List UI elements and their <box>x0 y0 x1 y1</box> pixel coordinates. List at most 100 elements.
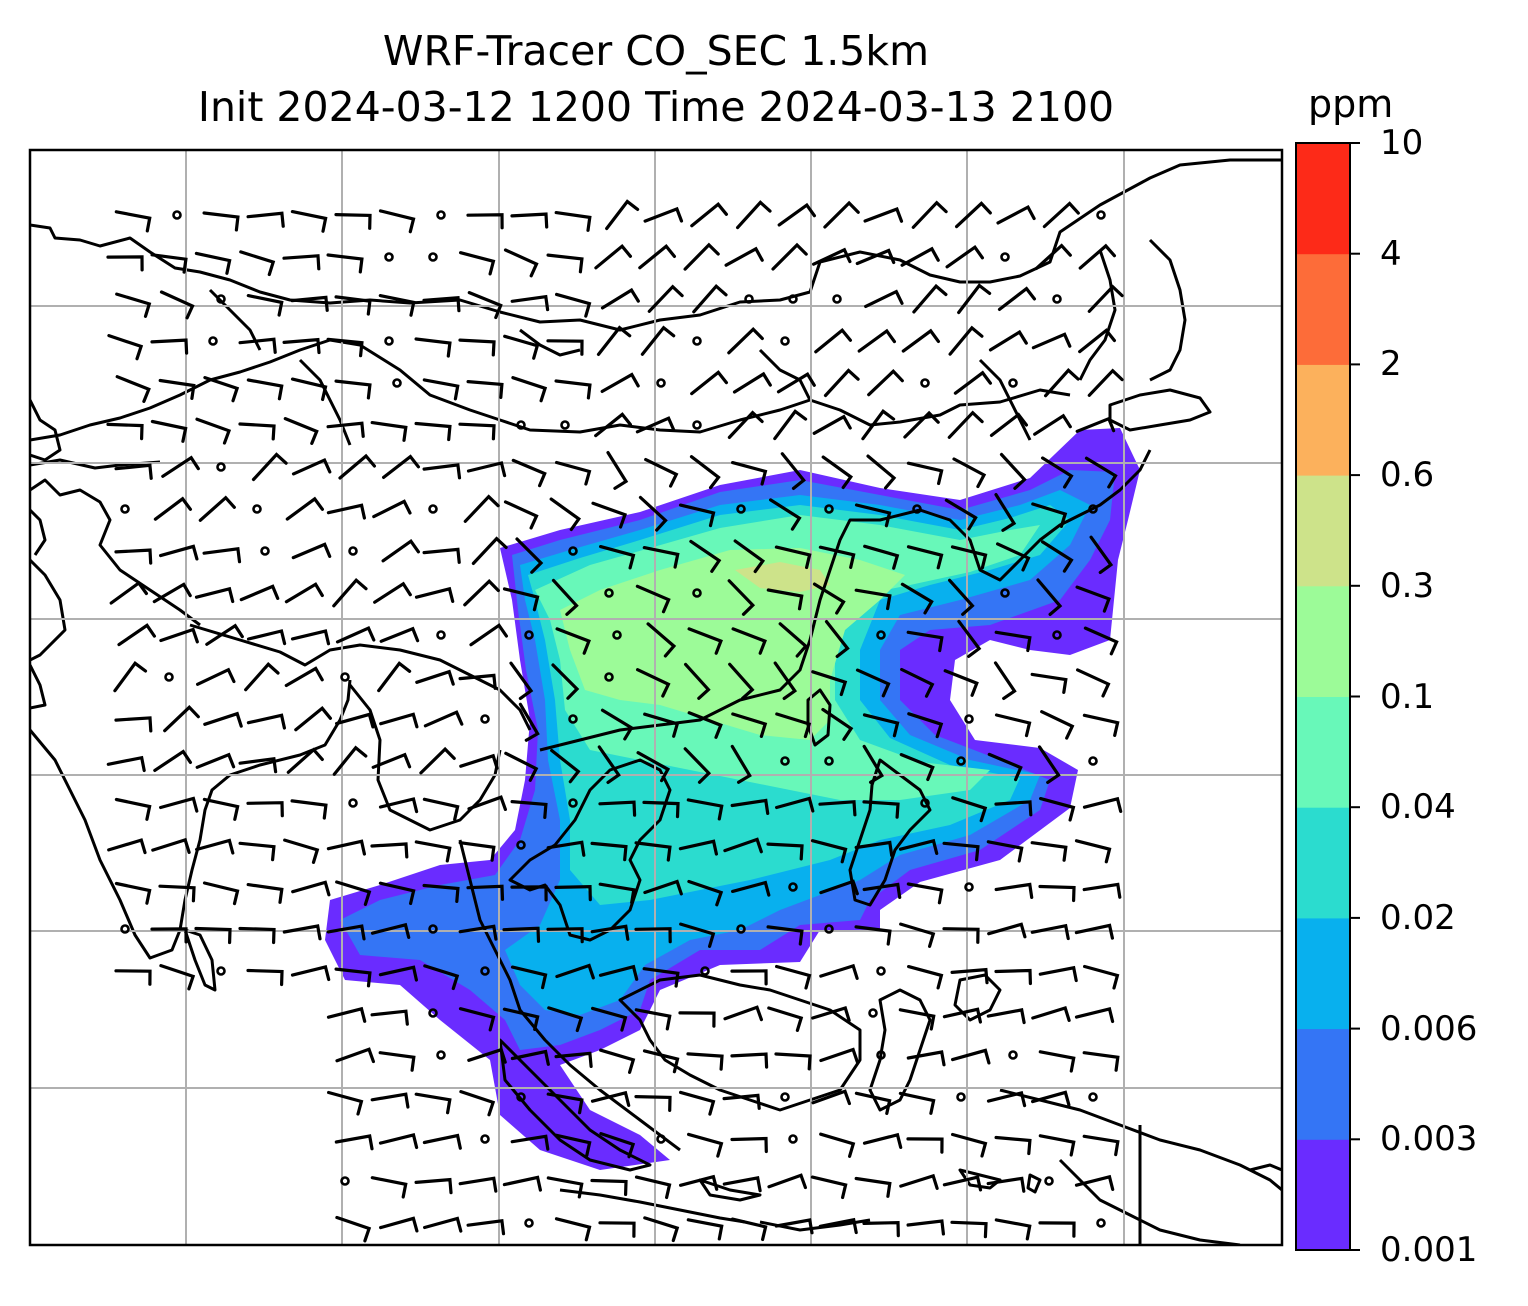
calm-wind-marker <box>1000 252 1010 262</box>
wind-barb <box>736 200 772 230</box>
wind-barb <box>458 1007 496 1032</box>
wind-barb <box>957 283 992 315</box>
calm-wind-marker <box>568 798 578 808</box>
wind-barb <box>238 926 276 945</box>
wind-barb <box>1074 923 1114 940</box>
wind-barb <box>643 879 683 896</box>
calm-wind-marker <box>216 966 226 976</box>
calm-wind-marker <box>1044 1176 1054 1186</box>
coastlines <box>30 158 1282 1245</box>
wind-barb <box>854 1176 892 1198</box>
colorbar-tick-label: 0.1 <box>1380 676 1435 717</box>
wind-barb <box>777 202 816 227</box>
wind-barb <box>332 577 368 608</box>
calm-wind-marker <box>524 630 534 640</box>
wind-barb <box>634 1175 672 1200</box>
wind-barb <box>689 455 721 490</box>
wind-barb <box>810 839 848 864</box>
wind-barb <box>599 1132 636 1159</box>
wind-barb <box>202 547 242 564</box>
calm-wind-marker <box>1088 504 1098 514</box>
wind-barb <box>906 1219 945 1236</box>
wind-barb <box>467 1047 507 1064</box>
wind-barb <box>955 201 992 229</box>
wind-barb <box>246 211 285 228</box>
wind-barb <box>811 1006 851 1022</box>
calm-wind-marker <box>480 714 490 724</box>
calm-wind-marker <box>956 756 966 766</box>
wind-barb <box>239 250 276 277</box>
wind-barb <box>515 537 544 574</box>
wind-barb <box>282 337 321 355</box>
coastline-segment <box>1108 388 1212 432</box>
wind-barb <box>951 796 988 823</box>
wind-barb <box>643 206 684 223</box>
wind-barb <box>163 705 200 733</box>
wind-barb <box>1040 710 1075 740</box>
wind-barb <box>767 1006 804 1032</box>
wind-barb <box>555 292 592 318</box>
calm-wind-marker <box>428 504 438 514</box>
wind-barb <box>687 1132 724 1158</box>
wind-barb <box>812 414 852 435</box>
wind-barb <box>291 542 332 560</box>
wind-barb <box>598 964 639 981</box>
colorbar-segment <box>1296 364 1350 476</box>
wind-barb <box>467 291 503 320</box>
wind-barb <box>290 295 329 312</box>
wind-barb <box>861 409 896 441</box>
calm-wind-marker <box>1096 1218 1106 1228</box>
wind-barb <box>730 744 752 784</box>
wind-barb <box>1038 965 1078 983</box>
wind-barb <box>690 370 728 396</box>
wind-barb <box>378 1051 416 1072</box>
wind-barb <box>290 377 328 402</box>
wind-barb <box>327 1090 364 1116</box>
wind-barb <box>502 1175 542 1192</box>
wind-barb <box>510 885 548 902</box>
wind-barb <box>1031 502 1068 528</box>
wind-barb <box>1082 1051 1120 1072</box>
wind-barb <box>458 1176 498 1193</box>
wind-barb <box>379 1216 419 1233</box>
wind-barb <box>159 290 195 320</box>
wind-barb <box>600 372 640 393</box>
wind-barb <box>634 841 672 862</box>
wind-barb <box>378 881 416 906</box>
wind-barb <box>554 1133 592 1157</box>
calm-wind-marker <box>1052 294 1062 304</box>
colorbar-segment <box>1296 917 1350 1030</box>
wind-barb <box>942 1175 983 1192</box>
wind-barb <box>114 716 153 733</box>
wind-barb <box>414 421 452 442</box>
map-title-line-1: WRF-Tracer CO_SEC 1.5km <box>382 27 930 75</box>
wind-barb <box>643 712 680 738</box>
wind-barb <box>634 1008 672 1031</box>
wind-barb <box>821 707 854 741</box>
wind-barb <box>1031 1090 1071 1107</box>
wind-barb <box>423 964 460 991</box>
wind-barb <box>906 1137 944 1154</box>
wind-barb <box>422 463 462 480</box>
calm-wind-marker <box>348 546 358 556</box>
map-title-line-2: Init 2024-03-12 1200 Time 2024-03-13 210… <box>197 83 1115 131</box>
wind-barb <box>238 337 277 354</box>
wind-barb <box>988 329 1028 352</box>
wind-barb <box>942 927 980 944</box>
calm-wind-marker <box>436 1050 446 1060</box>
wind-barb <box>638 495 668 532</box>
coastline-segment <box>30 558 67 662</box>
wind-barb <box>862 744 884 784</box>
wind-barb <box>414 1177 453 1195</box>
coastline-segment <box>348 684 502 832</box>
wind-barb <box>503 334 540 360</box>
wind-barb <box>459 753 499 770</box>
calm-wind-marker <box>252 504 262 514</box>
wind-barb <box>370 1092 410 1109</box>
wind-barb <box>687 711 723 739</box>
wind-barb <box>547 1006 584 1033</box>
wind-barb <box>899 753 935 782</box>
wind-barb <box>326 503 366 520</box>
wind-barb <box>686 1052 724 1071</box>
calm-wind-marker <box>1008 1050 1018 1060</box>
